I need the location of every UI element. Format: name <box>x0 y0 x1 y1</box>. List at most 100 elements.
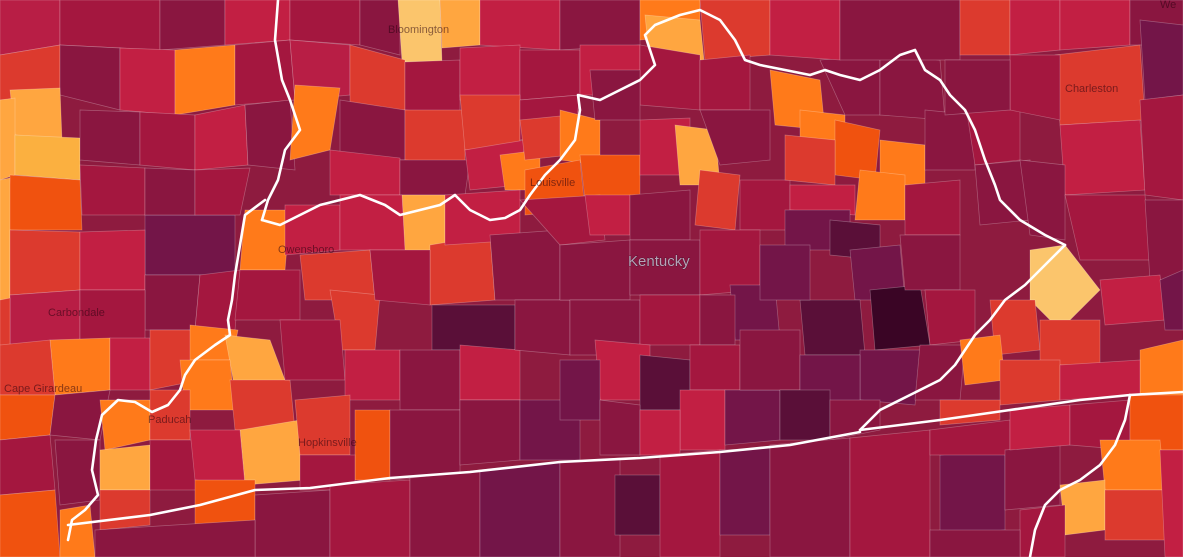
county[interactable] <box>559 0 641 51</box>
county[interactable] <box>194 167 251 216</box>
county[interactable] <box>779 389 831 441</box>
county[interactable] <box>344 349 401 401</box>
county[interactable] <box>514 299 571 356</box>
county[interactable] <box>329 149 401 196</box>
county[interactable] <box>404 109 466 166</box>
county[interactable] <box>109 337 151 391</box>
county[interactable] <box>479 0 561 51</box>
county[interactable] <box>144 167 196 216</box>
county[interactable] <box>834 119 881 181</box>
county[interactable] <box>14 134 81 181</box>
county[interactable] <box>1139 94 1183 201</box>
county[interactable] <box>234 269 301 321</box>
county[interactable] <box>639 409 681 456</box>
county[interactable] <box>659 449 721 557</box>
county[interactable] <box>1009 0 1061 56</box>
county[interactable] <box>739 329 801 391</box>
county[interactable] <box>519 194 606 246</box>
county[interactable] <box>699 0 771 61</box>
county[interactable] <box>924 109 976 171</box>
county[interactable] <box>119 47 176 116</box>
county[interactable] <box>0 297 11 351</box>
county[interactable] <box>914 344 966 401</box>
county[interactable] <box>899 234 961 291</box>
county[interactable] <box>289 0 361 46</box>
county[interactable] <box>144 214 236 276</box>
county[interactable] <box>189 429 246 486</box>
county[interactable] <box>329 479 411 557</box>
county[interactable] <box>1159 449 1183 557</box>
county[interactable] <box>614 474 661 536</box>
county[interactable] <box>244 99 296 171</box>
county[interactable] <box>99 489 151 531</box>
county[interactable] <box>799 299 866 356</box>
county[interactable] <box>429 234 496 306</box>
county[interactable] <box>339 99 406 161</box>
county[interactable] <box>929 529 1021 557</box>
county[interactable] <box>1059 0 1131 51</box>
county[interactable] <box>9 229 81 296</box>
county[interactable] <box>389 409 461 481</box>
county[interactable] <box>79 164 146 216</box>
county[interactable] <box>409 469 481 557</box>
county[interactable] <box>699 54 751 111</box>
county[interactable] <box>459 399 521 466</box>
county[interactable] <box>399 349 461 411</box>
county[interactable] <box>489 229 561 301</box>
county[interactable] <box>639 294 701 346</box>
county[interactable] <box>784 134 836 186</box>
county[interactable] <box>924 289 976 346</box>
county[interactable] <box>0 177 11 301</box>
county[interactable] <box>239 209 291 271</box>
county[interactable] <box>724 389 781 446</box>
county[interactable] <box>1009 54 1061 121</box>
county[interactable] <box>1004 444 1061 511</box>
county[interactable] <box>1104 489 1166 541</box>
county[interactable] <box>769 437 851 557</box>
county[interactable] <box>519 49 581 101</box>
county[interactable] <box>194 479 256 526</box>
county[interactable] <box>559 239 631 301</box>
county[interactable] <box>404 59 461 116</box>
county[interactable] <box>1159 269 1183 331</box>
county[interactable] <box>839 0 961 61</box>
county[interactable] <box>944 59 1011 116</box>
county[interactable] <box>94 519 256 557</box>
county[interactable] <box>759 244 811 301</box>
county[interactable] <box>859 349 921 406</box>
county[interactable] <box>699 294 736 346</box>
county[interactable] <box>1039 319 1101 366</box>
county[interactable] <box>194 104 249 171</box>
county[interactable] <box>0 489 61 557</box>
county[interactable] <box>599 399 641 456</box>
county[interactable] <box>79 229 146 291</box>
county[interactable] <box>1019 159 1066 241</box>
county[interactable] <box>904 179 961 236</box>
county[interactable] <box>789 184 856 216</box>
county[interactable] <box>629 189 691 241</box>
county[interactable] <box>939 449 1006 536</box>
county[interactable] <box>679 389 726 451</box>
county[interactable] <box>459 44 521 101</box>
county[interactable] <box>99 444 151 491</box>
county[interactable] <box>639 44 701 111</box>
county[interactable] <box>694 169 741 231</box>
county[interactable] <box>584 194 631 236</box>
county[interactable] <box>224 0 291 46</box>
county[interactable] <box>59 504 96 557</box>
county[interactable] <box>689 344 741 391</box>
county[interactable] <box>1064 194 1151 261</box>
county[interactable] <box>254 489 331 557</box>
county[interactable] <box>739 179 791 231</box>
county[interactable] <box>0 97 16 181</box>
county[interactable] <box>1099 439 1166 491</box>
county[interactable] <box>79 109 141 166</box>
county[interactable] <box>9 87 63 141</box>
county[interactable] <box>869 284 931 351</box>
county[interactable] <box>459 94 521 151</box>
county[interactable] <box>1029 244 1101 331</box>
county[interactable] <box>139 111 196 171</box>
county[interactable] <box>1144 199 1183 281</box>
county[interactable] <box>769 0 841 61</box>
